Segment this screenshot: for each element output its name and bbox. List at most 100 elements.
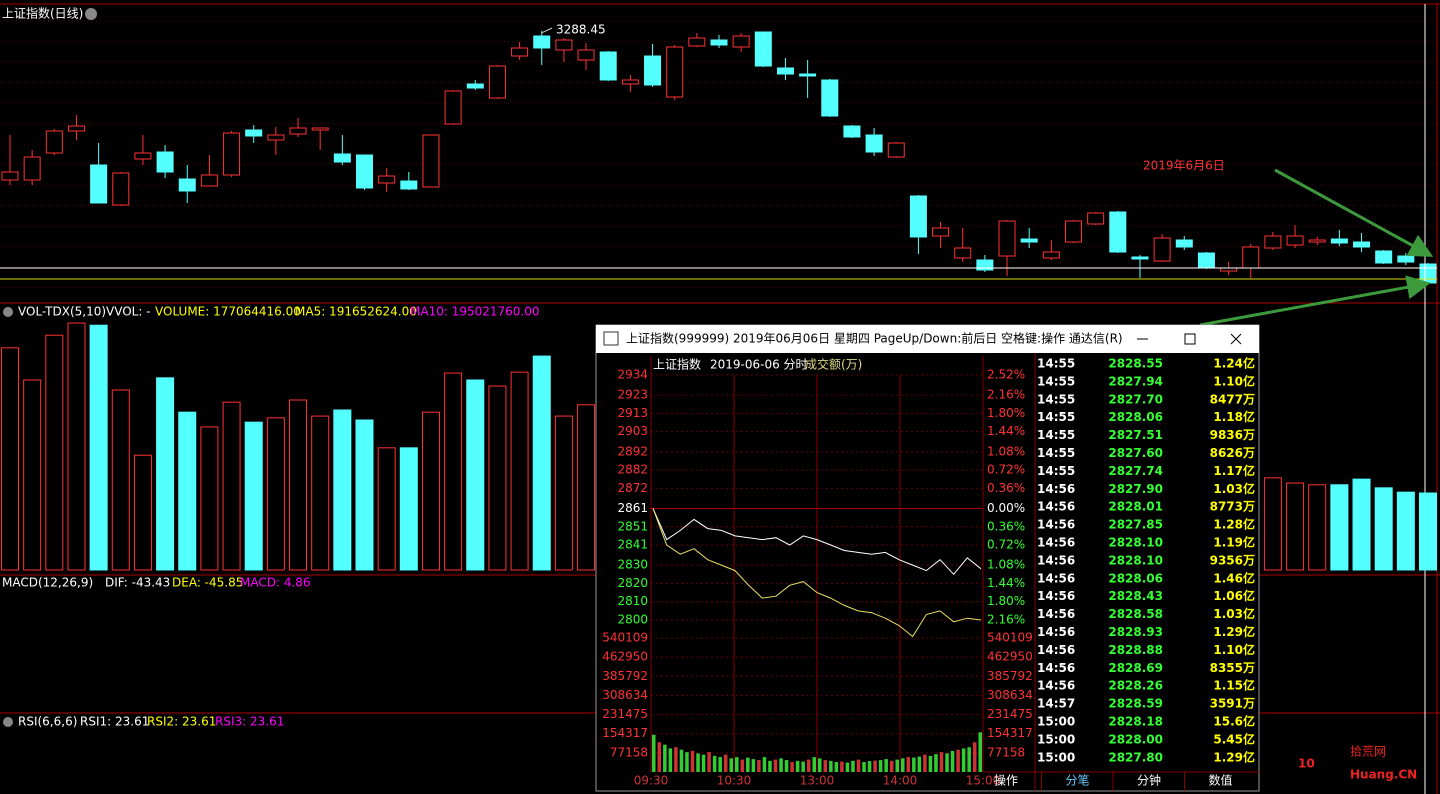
volume-bar [740, 759, 745, 772]
maximize-button[interactable] [1184, 333, 1196, 345]
tick-price: 2827.60 [1108, 446, 1163, 460]
candle-body [1175, 239, 1193, 248]
pct-label: 0.72% [987, 538, 1025, 552]
tick-price: 2828.69 [1108, 661, 1163, 675]
candle-body [1397, 255, 1415, 263]
tick-time: 14:55 [1037, 446, 1075, 460]
volume-bar [554, 415, 573, 571]
candle-body [178, 178, 196, 192]
candle-body [134, 152, 152, 160]
volume-bar [355, 419, 374, 571]
tick-time: 14:55 [1037, 357, 1075, 371]
volume-bar [945, 753, 949, 772]
tick-volume: 1.10亿 [1213, 642, 1255, 657]
candle-body [511, 47, 529, 57]
x-tick-label: 09:30 [634, 774, 669, 788]
candle-body [378, 175, 396, 184]
indicator-label: RSI2: 23.61 [147, 715, 216, 729]
arrow [1274, 168, 1434, 257]
tab[interactable]: 操作 [994, 773, 1018, 788]
volume-bar [1308, 484, 1327, 571]
tick-volume: 1.15亿 [1213, 678, 1255, 693]
volume-bar [657, 742, 662, 772]
candle-body [45, 130, 63, 154]
y-tick-label: 308634 [602, 688, 648, 702]
candle-body [223, 132, 241, 176]
tick-price: 2827.70 [1108, 392, 1163, 406]
volume-bar [156, 377, 175, 571]
volume-bar [707, 752, 711, 772]
close-button[interactable] [1230, 333, 1242, 345]
volume-bar [972, 742, 977, 772]
tab[interactable]: 分笔 [1065, 773, 1089, 788]
volume-bar [652, 734, 656, 772]
candle-body [422, 134, 440, 188]
volume-bar [532, 355, 551, 571]
pct-label: 0.00% [987, 501, 1025, 515]
candle-body [1153, 237, 1171, 262]
volume-bar [779, 758, 783, 772]
volume-bar [178, 411, 197, 571]
candle-body [1197, 252, 1215, 269]
menu-icon[interactable] [3, 717, 13, 727]
watermark-site: Huang.CN [1350, 768, 1417, 782]
candle-body [466, 83, 484, 89]
volume-bar [200, 426, 219, 571]
tick-volume: 1.24亿 [1213, 356, 1255, 371]
volume-bar [757, 760, 761, 772]
candle-body [533, 35, 551, 49]
menu-icon[interactable] [3, 307, 13, 317]
menu-icon[interactable] [85, 8, 97, 20]
tick-time: 14:56 [1037, 536, 1075, 550]
candle-body [976, 259, 994, 271]
candle-body [1020, 238, 1038, 243]
volume-bar [912, 757, 916, 772]
volume-bar [978, 732, 982, 772]
y-tick-label: 2903 [617, 424, 648, 438]
tick-price: 2828.26 [1108, 679, 1163, 693]
indicator-label: MA10: 195021760.00 [410, 305, 540, 319]
tick-volume: 8626万 [1210, 446, 1255, 460]
indicator-label: MA5: 191652624.00 [295, 305, 417, 319]
y-tick-label: 2851 [617, 519, 648, 533]
volume-bar [790, 762, 794, 772]
tick-price: 2828.18 [1108, 715, 1163, 729]
volume-bar [845, 762, 850, 772]
tick-time: 15:00 [1037, 715, 1075, 729]
candle-body [1087, 212, 1105, 225]
y-tick-label: 2820 [617, 576, 648, 590]
indicator-label: RSI1: 23.61 [80, 715, 149, 729]
candle-body [732, 35, 750, 48]
y-tick-label: 540109 [602, 631, 648, 645]
volume-bar [1286, 482, 1305, 571]
popup-title: 上证指数(999999) 2019年06月06日 星期四 PageUp/Down… [626, 331, 1123, 346]
x-tick-label: 10:30 [717, 774, 752, 788]
volume-bar [1, 347, 19, 571]
tab[interactable]: 数值 [1208, 773, 1232, 788]
tick-price: 2828.10 [1108, 553, 1163, 567]
tick-time: 14:56 [1037, 661, 1075, 675]
y-tick-label: 2872 [617, 481, 648, 495]
volume-bar [679, 749, 684, 772]
tab[interactable]: 分钟 [1137, 773, 1161, 788]
pct-label: 1.44% [987, 424, 1025, 438]
volume-bar [961, 748, 966, 772]
tick-time: 14:56 [1037, 607, 1075, 621]
candle-body [1308, 239, 1326, 243]
volume-bar [768, 760, 772, 772]
y-tick-label: 308634 [987, 688, 1033, 702]
tick-time: 14:56 [1037, 500, 1075, 514]
volume-bar [718, 757, 722, 772]
tick-volume: 1.06亿 [1213, 588, 1255, 603]
volume-bar [851, 760, 855, 772]
app-icon [603, 331, 619, 346]
volume-bar [867, 761, 872, 772]
volume-bar [1330, 484, 1349, 571]
chart-title: 上证指数(日线) [2, 6, 83, 21]
pct-label: 1.08% [987, 444, 1025, 458]
indicator-label: VVOL: - [106, 305, 151, 319]
volume-bar [889, 760, 894, 772]
candle-body [1375, 250, 1393, 264]
candle-body [1286, 235, 1304, 246]
candle-body [444, 90, 462, 125]
